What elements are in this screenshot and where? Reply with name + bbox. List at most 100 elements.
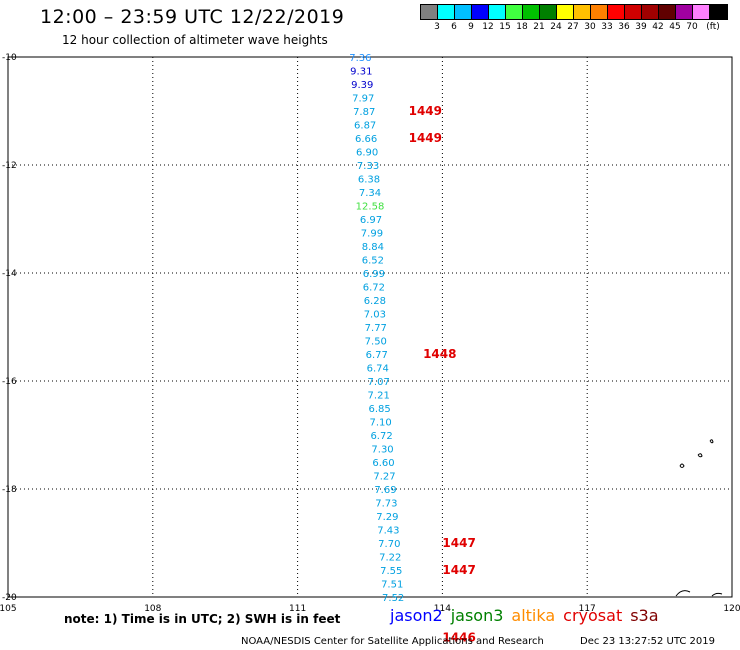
legend-swatches <box>420 4 728 20</box>
coastline-shape <box>675 590 691 597</box>
color-legend: 3 6 9 12 15 18 21 24 27 30 33 36 39 42 45 70 (ft) <box>420 4 728 34</box>
swh-value-label: 8.84 <box>362 242 384 253</box>
swh-value-label: 7.52 <box>382 593 404 604</box>
legend-label: 21 <box>533 22 545 32</box>
swh-value-label: 7.21 <box>368 391 390 402</box>
swh-value-label: 7.50 <box>365 337 387 348</box>
satellite-label-jason3: jason3 <box>450 606 504 625</box>
swh-value-label: 7.51 <box>381 580 403 591</box>
swh-value-label: 6.90 <box>356 148 378 159</box>
legend-swatch <box>506 5 523 19</box>
legend-swatch <box>557 5 574 19</box>
swh-value-label: 7.22 <box>379 553 401 564</box>
legend-swatch <box>693 5 710 19</box>
lat-tick-label: -18 <box>2 485 17 495</box>
swh-value-label: 6.38 <box>358 175 380 186</box>
island-shape <box>679 463 685 468</box>
legend-swatch <box>489 5 506 19</box>
satellite-key: jason2 jason3 altika cryosat s3a <box>390 606 659 625</box>
legend-swatch <box>421 5 438 19</box>
swh-value-label: 7.30 <box>371 445 393 456</box>
swh-value-label: 6.72 <box>370 431 392 442</box>
pass-time-label: 1447 <box>442 563 475 577</box>
swh-value-label: 7.33 <box>357 161 379 172</box>
lat-tick-label: -20 <box>2 593 17 603</box>
swh-value-label: 7.55 <box>380 566 402 577</box>
legend-label: 45 <box>669 22 681 32</box>
legend-swatch <box>625 5 642 19</box>
units-note: note: 1) Time is in UTC; 2) SWH is in fe… <box>64 612 341 626</box>
legend-swatch <box>472 5 489 19</box>
satellite-label-altika: altika <box>511 606 556 625</box>
satellite-label-s3a: s3a <box>630 606 659 625</box>
map-frame <box>7 56 733 598</box>
lon-tick-label: 108 <box>144 604 161 614</box>
swh-value-label: 7.77 <box>365 323 387 334</box>
legend-labels: 3 6 9 12 15 18 21 24 27 30 33 36 39 42 45 70 (ft) <box>420 20 728 34</box>
lon-tick-label: 117 <box>579 604 596 614</box>
legend-label: 70 <box>686 22 698 32</box>
legend-label: 39 <box>635 22 647 32</box>
page-title: 12:00 – 23:59 UTC 12/22/2019 <box>40 6 345 28</box>
satellite-label-jason2: jason2 <box>390 606 443 625</box>
coastline-shape <box>711 592 723 597</box>
legend-swatch <box>710 5 727 19</box>
swh-value-label: 7.07 <box>368 377 390 388</box>
legend-swatch <box>608 5 625 19</box>
legend-label: 30 <box>584 22 596 32</box>
legend-swatch <box>676 5 693 19</box>
lon-tick-label: 114 <box>434 604 451 614</box>
satellite-label-cryosat: cryosat <box>563 606 623 625</box>
legend-label: 27 <box>567 22 579 32</box>
legend-label: 36 <box>618 22 630 32</box>
swh-value-label: 6.87 <box>354 121 376 132</box>
swh-value-label: 7.10 <box>369 418 391 429</box>
island-shape <box>709 439 714 444</box>
pass-time-label: 1449 <box>409 104 442 118</box>
pass-time-label: 1447 <box>442 536 475 550</box>
swh-value-label: 7.73 <box>375 499 397 510</box>
island-shape <box>697 453 703 458</box>
page-subtitle: 12 hour collection of altimeter wave hei… <box>62 33 328 47</box>
legend-unit: (ft) <box>706 22 720 32</box>
swh-value-label: 9.31 <box>350 67 372 78</box>
legend-label: 6 <box>451 22 457 32</box>
swh-value-label: 7.97 <box>352 94 374 105</box>
swh-value-label: 7.29 <box>376 512 398 523</box>
swh-value-label: 6.52 <box>362 256 384 267</box>
swh-value-label: 7.87 <box>353 107 375 118</box>
legend-label: 15 <box>499 22 511 32</box>
timestamp-text: Dec 23 13:27:52 UTC 2019 <box>580 636 715 647</box>
swh-value-label: 7.27 <box>373 472 395 483</box>
pass-time-label: 1448 <box>423 347 456 361</box>
legend-swatch <box>540 5 557 19</box>
swh-value-label: 7.69 <box>374 485 396 496</box>
legend-swatch <box>591 5 608 19</box>
swh-value-label: 7.03 <box>364 310 386 321</box>
swh-value-label: 12.58 <box>356 202 385 213</box>
legend-label: 42 <box>652 22 664 32</box>
swh-value-label: 7.70 <box>378 539 400 550</box>
swh-value-label: 6.77 <box>366 350 388 361</box>
swh-value-label: 9.39 <box>351 80 373 91</box>
legend-swatch <box>642 5 659 19</box>
legend-label: 3 <box>434 22 440 32</box>
swh-value-label: 6.99 <box>363 269 385 280</box>
pass-time-label: 1449 <box>409 131 442 145</box>
swh-value-label: 7.99 <box>361 229 383 240</box>
swh-value-label: 6.66 <box>355 134 377 145</box>
pass-time-label: 1446 <box>442 631 475 645</box>
lat-tick-label: -14 <box>2 269 17 279</box>
legend-swatch <box>455 5 472 19</box>
swh-value-label: 7.36 <box>349 53 371 64</box>
legend-label: 9 <box>468 22 474 32</box>
swh-value-label: 6.85 <box>369 404 391 415</box>
legend-label: 33 <box>601 22 613 32</box>
lat-tick-label: -12 <box>2 161 17 171</box>
lon-tick-label: 111 <box>289 604 306 614</box>
swh-value-label: 6.28 <box>364 296 386 307</box>
legend-swatch <box>523 5 540 19</box>
legend-label: 24 <box>550 22 562 32</box>
swh-value-label: 6.60 <box>372 458 394 469</box>
